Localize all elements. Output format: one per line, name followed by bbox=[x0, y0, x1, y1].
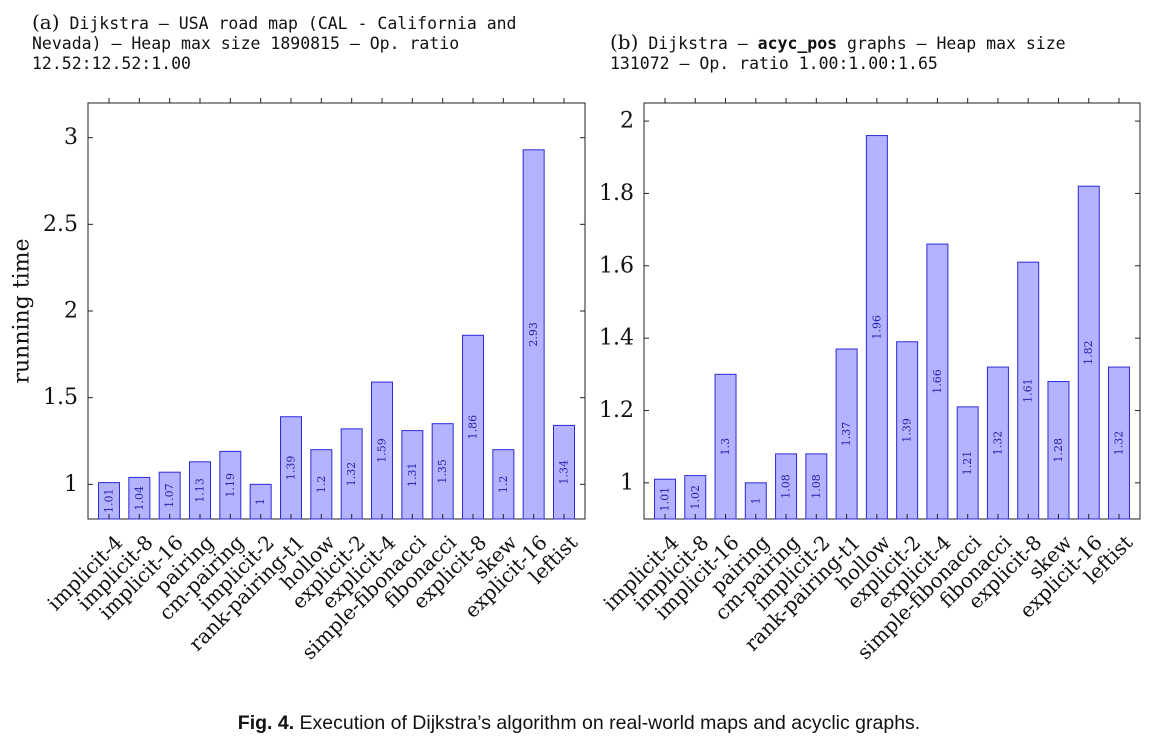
panel-b-value-label-rank-pairing-t1: 1.37 bbox=[840, 422, 853, 447]
panel-b-ytick-label: 2 bbox=[620, 109, 634, 134]
panel-b-title-part-1: Dijkstra – bbox=[648, 34, 758, 53]
panel-a-ytick-label: 2.5 bbox=[43, 212, 78, 237]
panel-b-label: (b) bbox=[610, 30, 639, 54]
panel-b-value-label-implicit-4: 1.01 bbox=[659, 487, 672, 512]
panel-b-value-label-pairing: 1 bbox=[749, 497, 762, 504]
panel-a-y-axis-title: running time bbox=[10, 238, 35, 383]
panel-a-value-label-cm-pairing: 1.19 bbox=[224, 473, 237, 498]
panel-b-value-label-explicit-2: 1.39 bbox=[901, 418, 914, 443]
panel-a-value-label-explicit-2: 1.32 bbox=[345, 462, 358, 487]
panel-b-title-bold: acyc_pos bbox=[757, 34, 838, 53]
panel-b-ytick-label: 1.4 bbox=[599, 326, 634, 351]
panel-b-ytick-label: 1.8 bbox=[599, 181, 634, 206]
panel-a-ytick-label: 2 bbox=[64, 299, 78, 324]
panel-a-value-label-implicit-16: 1.07 bbox=[163, 483, 176, 508]
caption-text: Execution of Dijkstra’s algorithm on rea… bbox=[299, 712, 921, 734]
panel-b-title-part-3: graphs – Heap max size 131072 – Op. rati… bbox=[610, 34, 1076, 73]
panel-b-value-label-skew: 1.28 bbox=[1052, 438, 1065, 463]
panel-a-value-label-implicit-2: 1 bbox=[254, 498, 267, 505]
panel-a-value-label-simple-fibonacci: 1.31 bbox=[406, 463, 419, 488]
panel-a-value-label-leftist: 1.34 bbox=[558, 460, 571, 485]
panel-a-label: (a) bbox=[32, 10, 60, 34]
panel-a-ytick-label: 1.5 bbox=[43, 385, 78, 410]
panel-b-value-label-cm-pairing: 1.08 bbox=[780, 474, 793, 499]
panel-a-title-text: Dijkstra – USA road map (CAL - Californi… bbox=[32, 14, 527, 73]
charts-canvas: 1.01implicit-41.04implicit-81.07implicit… bbox=[10, 98, 1141, 664]
panel-a-value-label-explicit-4: 1.59 bbox=[376, 438, 389, 463]
panel-a-value-label-rank-pairing-t1: 1.39 bbox=[285, 456, 298, 481]
panel-b-plot-frame bbox=[643, 102, 1141, 520]
panel-b-value-label-leftist: 1.32 bbox=[1113, 431, 1126, 456]
panel-a-value-label-explicit-8: 1.86 bbox=[467, 415, 480, 440]
panel-a-value-label-skew: 1.2 bbox=[497, 476, 510, 494]
panel-b-value-label-hollow: 1.96 bbox=[870, 315, 883, 340]
caption-label: Fig. 4. bbox=[237, 712, 295, 734]
panel-a-value-label-fibonacci: 1.35 bbox=[436, 459, 449, 484]
panel-b-ytick-label: 1.6 bbox=[599, 253, 634, 278]
panel-b-value-label-explicit-4: 1.66 bbox=[931, 369, 944, 394]
panel-b-title: (b) Dijkstra – acyc_pos graphs – Heap ma… bbox=[610, 32, 1122, 74]
panel-b-value-label-implicit-2: 1.08 bbox=[810, 474, 823, 499]
panel-a-value-label-hollow: 1.2 bbox=[315, 476, 328, 494]
panel-b-value-label-simple-fibonacci: 1.21 bbox=[961, 451, 974, 476]
panel-b-ytick-label: 1 bbox=[620, 470, 634, 495]
panel-b-value-label-implicit-16: 1.3 bbox=[719, 438, 732, 456]
figure-caption: Fig. 4. Execution of Dijkstra’s algorith… bbox=[0, 712, 1158, 735]
panel-b-ytick-label: 1.2 bbox=[599, 398, 634, 423]
panel-a-value-label-explicit-16: 2.93 bbox=[527, 322, 540, 347]
panel-a-ytick-label: 3 bbox=[64, 125, 78, 150]
panel-a-ytick-label: 1 bbox=[64, 472, 78, 497]
panel-a-value-label-implicit-4: 1.01 bbox=[103, 489, 116, 514]
panel-a-value-label-pairing: 1.13 bbox=[194, 478, 207, 503]
panel-b-value-label-fibonacci: 1.32 bbox=[991, 431, 1004, 456]
panel-b-value-label-explicit-16: 1.82 bbox=[1082, 340, 1095, 365]
panel-a-value-label-implicit-8: 1.04 bbox=[133, 486, 146, 511]
panel-b-value-label-implicit-8: 1.02 bbox=[689, 485, 702, 510]
panel-b-value-label-explicit-8: 1.61 bbox=[1022, 378, 1035, 403]
panel-a-title: (a) Dijkstra – USA road map (CAL - Calif… bbox=[32, 12, 542, 74]
